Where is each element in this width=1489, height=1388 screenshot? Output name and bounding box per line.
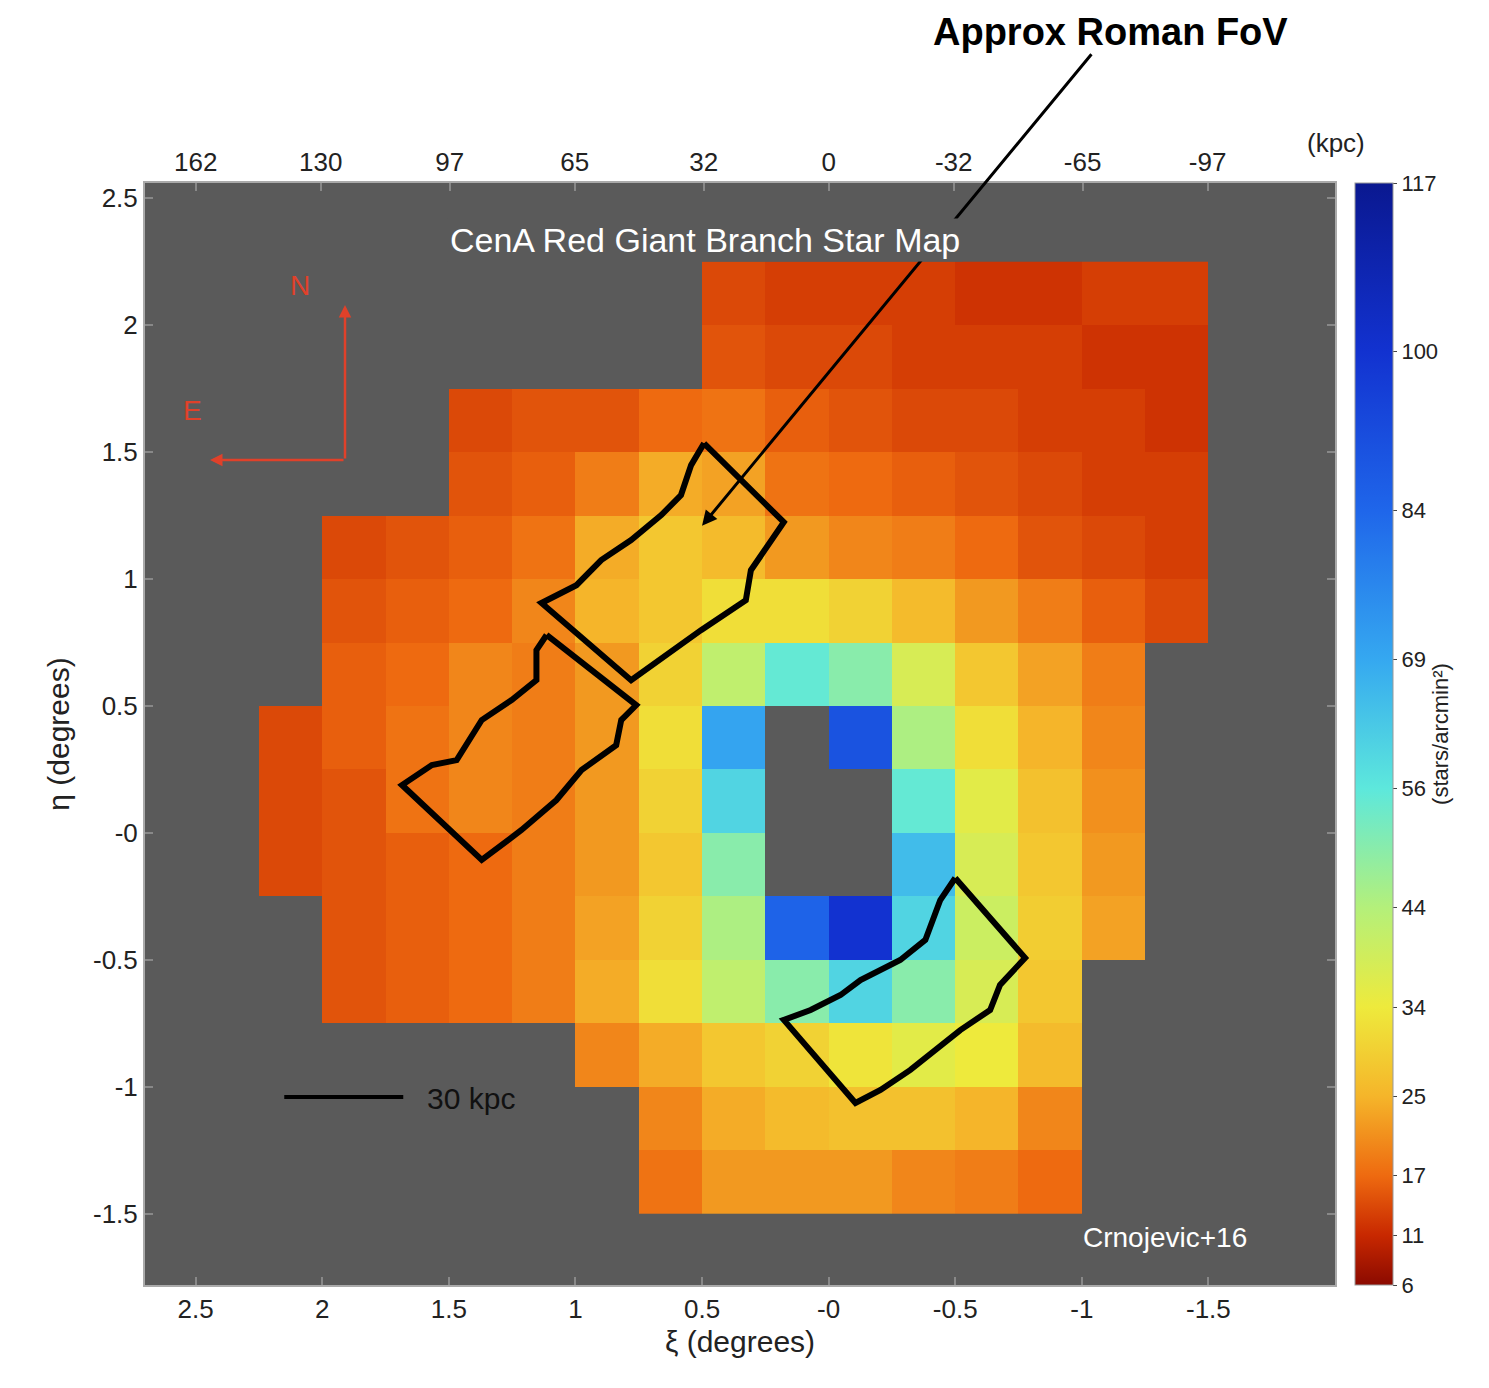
svg-text:44: 44 (1401, 895, 1425, 920)
svg-text:ξ (degrees): ξ (degrees) (665, 1325, 815, 1358)
svg-text:-0.5: -0.5 (93, 945, 138, 975)
svg-text:1: 1 (568, 1294, 582, 1324)
svg-text:11: 11 (1401, 1223, 1424, 1248)
svg-text:162: 162 (174, 147, 217, 177)
svg-text:0.5: 0.5 (684, 1294, 720, 1324)
svg-text:-1: -1 (115, 1072, 138, 1102)
svg-text:CenA Red Giant Branch Star Map: CenA Red Giant Branch Star Map (450, 221, 960, 259)
svg-text:-0.5: -0.5 (933, 1294, 978, 1324)
svg-text:-0: -0 (817, 1294, 840, 1324)
svg-text:Crnojevic+16: Crnojevic+16 (1083, 1222, 1247, 1253)
svg-text:130: 130 (299, 147, 342, 177)
svg-text:97: 97 (435, 147, 464, 177)
svg-text:30 kpc: 30 kpc (427, 1082, 515, 1115)
svg-text:E: E (183, 395, 202, 426)
svg-text:-1.5: -1.5 (1186, 1294, 1231, 1324)
svg-text:65: 65 (560, 147, 589, 177)
svg-text:-1: -1 (1070, 1294, 1093, 1324)
svg-text:69: 69 (1401, 647, 1425, 672)
svg-text:1: 1 (123, 564, 137, 594)
svg-text:0: 0 (821, 147, 835, 177)
svg-text:34: 34 (1401, 995, 1425, 1020)
svg-text:6: 6 (1401, 1273, 1413, 1298)
svg-text:-65: -65 (1064, 147, 1102, 177)
svg-text:-32: -32 (935, 147, 973, 177)
svg-text:-0: -0 (115, 818, 138, 848)
svg-text:56: 56 (1401, 776, 1425, 801)
svg-text:25: 25 (1401, 1084, 1425, 1109)
svg-text:1.5: 1.5 (431, 1294, 467, 1324)
svg-text:32: 32 (689, 147, 718, 177)
svg-text:2.5: 2.5 (178, 1294, 214, 1324)
svg-text:N: N (290, 270, 310, 301)
svg-text:2: 2 (315, 1294, 329, 1324)
svg-text:1.5: 1.5 (102, 437, 138, 467)
svg-text:Approx Roman FoV: Approx Roman FoV (933, 11, 1288, 53)
svg-text:17: 17 (1401, 1163, 1425, 1188)
svg-text:2: 2 (123, 310, 137, 340)
svg-text:84: 84 (1401, 498, 1425, 523)
svg-text:-1.5: -1.5 (93, 1199, 138, 1229)
svg-text:(stars/arcmin²): (stars/arcmin²) (1428, 663, 1453, 805)
svg-text:η (degrees): η (degrees) (42, 657, 75, 810)
svg-text:100: 100 (1401, 339, 1438, 364)
svg-text:(kpc): (kpc) (1307, 128, 1365, 158)
svg-text:-97: -97 (1189, 147, 1227, 177)
svg-text:117: 117 (1401, 171, 1436, 196)
svg-text:2.5: 2.5 (102, 183, 138, 213)
svg-text:0.5: 0.5 (102, 691, 138, 721)
